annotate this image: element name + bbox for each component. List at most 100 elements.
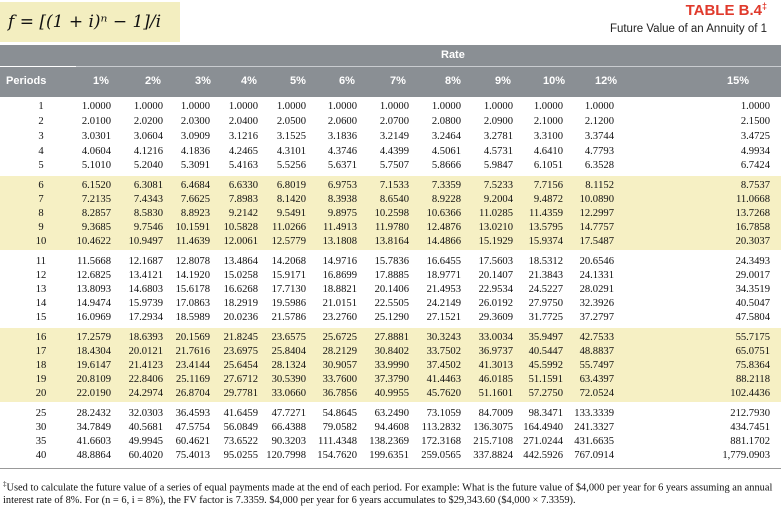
factor-cell: 133.3339 <box>574 408 614 419</box>
factor-cell: 13.7268 <box>735 208 770 219</box>
factor-cell: 5.8666 <box>431 160 461 171</box>
factor-cell: 11.5668 <box>76 256 111 267</box>
factor-cell: 17.2579 <box>76 332 111 343</box>
rate-header-cell: 3% <box>195 75 211 87</box>
factor-cell: 111.4348 <box>318 436 357 447</box>
period-cell: 13 <box>35 284 47 295</box>
factor-cell: 136.3075 <box>473 422 513 433</box>
factor-cell: 54.8645 <box>322 408 357 419</box>
footnote: ‡Used to calculate the future value of a… <box>3 478 775 507</box>
rate-header-cell: 15% <box>726 75 750 87</box>
factor-cell: 17.0863 <box>175 298 210 309</box>
factor-cell: 12.2997 <box>579 208 614 219</box>
factor-cell: 12.5779 <box>271 236 306 247</box>
factor-cell: 4.9934 <box>740 146 770 157</box>
factor-cell: 27.8881 <box>374 332 409 343</box>
factor-cell: 3.2464 <box>431 131 461 142</box>
factor-cell: 35.9497 <box>528 332 563 343</box>
factor-cell: 45.7620 <box>426 388 461 399</box>
factor-cell: 1.0000 <box>379 101 409 112</box>
factor-cell: 212.7930 <box>730 408 770 419</box>
factor-cell: 29.0017 <box>735 270 770 281</box>
factor-cell: 4.3746 <box>327 146 357 157</box>
rate-header-cell: 9% <box>495 75 511 87</box>
factor-cell: 55.7497 <box>579 360 614 371</box>
factor-cell: 17.7130 <box>271 284 306 295</box>
factor-cell: 40.5447 <box>528 346 563 357</box>
factor-cell: 29.7781 <box>223 388 258 399</box>
factor-cell: 37.3790 <box>374 374 409 385</box>
factor-cell: 102.4436 <box>730 388 770 399</box>
factor-cell: 34.3519 <box>735 284 770 295</box>
factor-cell: 55.7175 <box>735 332 770 343</box>
factor-cell: 22.5505 <box>374 298 409 309</box>
factor-cell: 25.6725 <box>322 332 357 343</box>
factor-cell: 33.7502 <box>426 346 461 357</box>
factor-cell: 2.0600 <box>327 116 357 127</box>
factor-cell: 26.0192 <box>478 298 513 309</box>
factor-cell: 4.5731 <box>483 146 513 157</box>
factor-cell: 6.1051 <box>533 160 563 171</box>
factor-cell: 259.0565 <box>421 450 461 461</box>
factor-cell: 30.8402 <box>374 346 409 357</box>
factor-cell: 16.6268 <box>223 284 258 295</box>
factor-cell: 36.4593 <box>175 408 210 419</box>
factor-cell: 7.4343 <box>133 194 163 205</box>
factor-cell: 41.3013 <box>478 360 513 371</box>
factor-cell: 13.0210 <box>478 222 513 233</box>
factor-cell: 442.5926 <box>523 450 563 461</box>
factor-cell: 22.0190 <box>76 388 111 399</box>
period-cell: 11 <box>35 256 47 267</box>
rate-header-cell: 8% <box>445 75 461 87</box>
factor-cell: 17.5487 <box>579 236 614 247</box>
factor-cell: 11.4639 <box>175 236 210 247</box>
factor-cell: 2.0700 <box>379 116 409 127</box>
factor-cell: 16.6455 <box>426 256 461 267</box>
period-cell: 4 <box>38 146 44 157</box>
factor-cell: 113.2832 <box>421 422 461 433</box>
factor-cell: 14.6803 <box>128 284 163 295</box>
factor-cell: 5.7507 <box>379 160 409 171</box>
factor-cell: 3.0909 <box>180 131 210 142</box>
factor-cell: 9.2004 <box>483 194 513 205</box>
factor-cell: 172.3168 <box>421 436 461 447</box>
factor-cell: 10.1591 <box>175 222 210 233</box>
factor-cell: 28.0291 <box>579 284 614 295</box>
factor-cell: 10.9497 <box>128 236 163 247</box>
factor-cell: 18.5312 <box>528 256 563 267</box>
factor-cell: 75.8364 <box>735 360 770 371</box>
factor-cell: 21.7616 <box>175 346 210 357</box>
rate-header-cell: 1% <box>93 75 109 87</box>
factor-cell: 15.0258 <box>223 270 258 281</box>
factor-cell: 49.9945 <box>128 436 163 447</box>
factor-cell: 24.2974 <box>128 388 163 399</box>
factor-cell: 24.2149 <box>426 298 461 309</box>
factor-cell: 60.4621 <box>175 436 210 447</box>
factor-cell: 11.4359 <box>528 208 563 219</box>
factor-cell: 21.4123 <box>128 360 163 371</box>
factor-cell: 98.3471 <box>528 408 563 419</box>
factor-cell: 11.0266 <box>271 222 306 233</box>
factor-cell: 45.5992 <box>528 360 563 371</box>
factor-cell: 10.2598 <box>374 208 409 219</box>
factor-cell: 8.7537 <box>740 180 770 191</box>
factor-cell: 30.3243 <box>426 332 461 343</box>
factor-cell: 4.5061 <box>431 146 461 157</box>
factor-cell: 4.0604 <box>81 146 111 157</box>
factor-cell: 6.7424 <box>740 160 770 171</box>
rate-header-cell: 6% <box>339 75 355 87</box>
factor-cell: 11.4913 <box>322 222 357 233</box>
factor-cell: 1.0000 <box>327 101 357 112</box>
rate-header-cell: 12% <box>594 75 618 87</box>
factor-cell: 21.5786 <box>271 312 306 323</box>
factor-cell: 75.4013 <box>175 450 210 461</box>
factor-cell: 22.9534 <box>478 284 513 295</box>
table-title-text: TABLE B.4 <box>685 2 762 19</box>
factor-cell: 56.0849 <box>223 422 258 433</box>
factor-cell: 16.7858 <box>735 222 770 233</box>
factor-cell: 24.1331 <box>579 270 614 281</box>
table-bottom-rule <box>0 468 781 469</box>
factor-cell: 434.7451 <box>730 422 770 433</box>
factor-cell: 2.1200 <box>584 116 614 127</box>
factor-cell: 11.0668 <box>735 194 770 205</box>
